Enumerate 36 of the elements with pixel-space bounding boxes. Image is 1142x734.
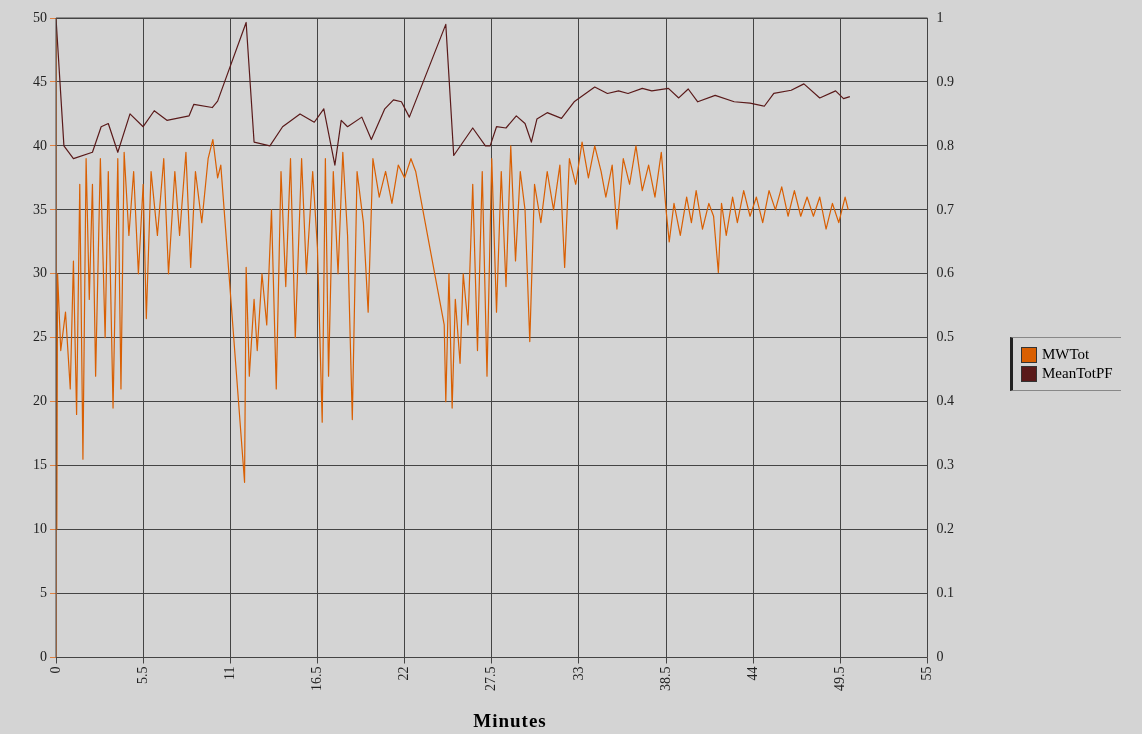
y-tick-label: 50 [33, 9, 47, 25]
y2-tick-label: 0.8 [936, 137, 954, 153]
y2-tick-label: 0.1 [936, 585, 954, 601]
x-tick-label: 49.5 [832, 666, 848, 691]
y-tick-label: 0 [40, 649, 47, 665]
y2-tick-label: 0.4 [936, 393, 954, 409]
legend-label: MWTot [1042, 346, 1090, 363]
y-tick-label: 15 [33, 457, 47, 473]
y-tick-label: 45 [33, 73, 47, 89]
y-tick-label: 5 [40, 585, 47, 601]
y2-tick-label: 0.2 [936, 521, 954, 537]
y2-tick-label: 0.3 [936, 457, 954, 473]
y2-tick-label: 0.5 [936, 329, 954, 345]
y-tick-label: 10 [33, 521, 47, 537]
y-tick-label: 30 [33, 265, 47, 281]
x-tick-label: 38.5 [657, 666, 673, 691]
x-tick-label: 0 [47, 666, 63, 674]
x-tick-label: 33 [570, 666, 586, 681]
y-tick-label: 35 [33, 201, 47, 217]
x-tick-label: 5.5 [134, 666, 150, 684]
legend-label: MeanTotPF [1042, 365, 1113, 382]
x-tick-label: 27.5 [483, 666, 499, 691]
x-tick-label: 55 [919, 666, 935, 681]
x-axis-title: Minutes [472, 710, 548, 732]
y-tick-label: 40 [33, 137, 47, 153]
x-tick-label: 16.5 [309, 666, 325, 691]
y2-tick-label: 1 [936, 9, 944, 25]
y2-tick-label: 0.6 [936, 265, 954, 281]
y2-tick-label: 0.7 [936, 201, 954, 217]
y2-tick-label: 0 [936, 649, 944, 665]
x-tick-label: 44 [744, 666, 760, 681]
y2-tick-label: 0.9 [936, 73, 954, 89]
x-tick-label: 22 [396, 666, 412, 681]
x-tick-label: 11 [221, 666, 237, 680]
y-tick-label: 20 [33, 393, 47, 409]
y-tick-label: 25 [33, 329, 47, 345]
